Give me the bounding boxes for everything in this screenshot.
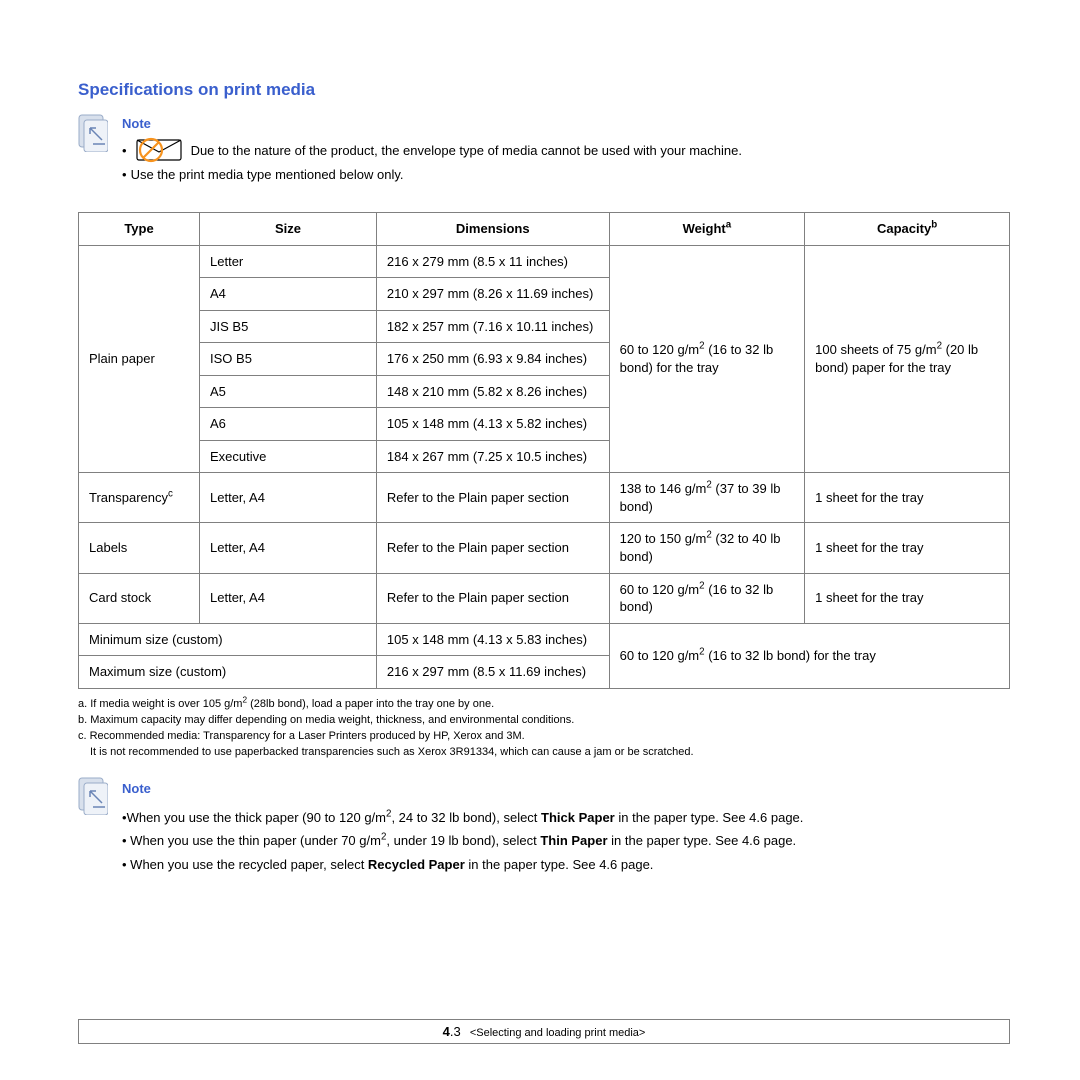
cell-type: Card stock	[79, 573, 200, 623]
cell-dim: Refer to the Plain paper section	[376, 573, 609, 623]
note-block-2: Note •When you use the thick paper (90 t…	[78, 777, 1010, 877]
cell-weight: 60 to 120 g/m2 (16 to 32 lb bond)	[609, 573, 805, 623]
th-dimensions: Dimensions	[376, 213, 609, 246]
cell-type-plain: Plain paper	[79, 245, 200, 473]
cell-weight-plain: 60 to 120 g/m2 (16 to 32 lb bond) for th…	[609, 245, 805, 473]
cell-dim: 182 x 257 mm (7.16 x 10.11 inches)	[376, 310, 609, 343]
note-body-1: Note • Due to the nature of the product,…	[122, 116, 1010, 186]
note2-line3: • When you use the recycled paper, selec…	[122, 853, 1010, 876]
cell-size: ISO B5	[200, 343, 377, 376]
cell-size: JIS B5	[200, 310, 377, 343]
cell-size: Letter, A4	[200, 473, 377, 523]
table-header-row: Type Size Dimensions Weighta Capacityb	[79, 213, 1010, 246]
footnotes: a. If media weight is over 105 g/m2 (28l…	[78, 697, 1010, 761]
cell-dim: Refer to the Plain paper section	[376, 523, 609, 573]
th-type: Type	[79, 213, 200, 246]
note1-bullet2: •Use the print media type mentioned belo…	[122, 167, 1010, 182]
spec-table: Type Size Dimensions Weighta Capacityb P…	[78, 212, 1010, 689]
note-label: Note	[122, 777, 1010, 800]
cell-dim: 148 x 210 mm (5.82 x 8.26 inches)	[376, 375, 609, 408]
note-label: Note	[122, 116, 1010, 131]
cell-dim: 210 x 297 mm (8.26 x 11.69 inches)	[376, 278, 609, 311]
note-icon	[78, 777, 108, 815]
cell-dim: Refer to the Plain paper section	[376, 473, 609, 523]
cell-max-label: Maximum size (custom)	[79, 656, 377, 689]
footnote-b: b. Maximum capacity may differ depending…	[78, 713, 1010, 729]
note-block-1: Note • Due to the nature of the product,…	[78, 116, 1010, 186]
page-heading: Specifications on print media	[78, 80, 1010, 100]
cell-size: A4	[200, 278, 377, 311]
cell-size: Letter	[200, 245, 377, 278]
table-row: Card stockLetter, A4Refer to the Plain p…	[79, 573, 1010, 623]
cell-capacity: 1 sheet for the tray	[805, 473, 1010, 523]
cell-size: Letter, A4	[200, 523, 377, 573]
cell-min-dim: 105 x 148 mm (4.13 x 5.83 inches)	[376, 623, 609, 656]
cell-size: A5	[200, 375, 377, 408]
table-row: Plain paperLetter216 x 279 mm (8.5 x 11 …	[79, 245, 1010, 278]
cell-capacity: 1 sheet for the tray	[805, 523, 1010, 573]
cell-min-label: Minimum size (custom)	[79, 623, 377, 656]
note1-bullet1: • Due to the nature of the product, the …	[122, 137, 1010, 163]
note-icon	[78, 114, 108, 152]
th-weight: Weighta	[609, 213, 805, 246]
cell-size: A6	[200, 408, 377, 441]
footnote-a: a. If media weight is over 105 g/m2 (28l…	[78, 697, 1010, 713]
table-row: LabelsLetter, A4Refer to the Plain paper…	[79, 523, 1010, 573]
cell-size: Letter, A4	[200, 573, 377, 623]
note2-line1: •When you use the thick paper (90 to 120…	[122, 806, 1010, 829]
page-footer: 4.3 <Selecting and loading print media>	[78, 1019, 1010, 1044]
cell-capacity-plain: 100 sheets of 75 g/m2 (20 lb bond) paper…	[805, 245, 1010, 473]
no-envelope-icon	[135, 137, 183, 163]
cell-custom-weight-capacity: 60 to 120 g/m2 (16 to 32 lb bond) for th…	[609, 623, 1009, 688]
cell-dim: 105 x 148 mm (4.13 x 5.82 inches)	[376, 408, 609, 441]
footnote-c2: It is not recommended to use paperbacked…	[78, 745, 1010, 761]
page-content: Specifications on print media Note •	[0, 0, 1080, 876]
cell-type: Transparencyc	[79, 473, 200, 523]
note-body-2: Note •When you use the thick paper (90 t…	[122, 777, 1010, 877]
cell-dim: 176 x 250 mm (6.93 x 9.84 inches)	[376, 343, 609, 376]
cell-weight: 138 to 146 g/m2 (37 to 39 lb bond)	[609, 473, 805, 523]
cell-dim: 184 x 267 mm (7.25 x 10.5 inches)	[376, 440, 609, 473]
cell-dim: 216 x 279 mm (8.5 x 11 inches)	[376, 245, 609, 278]
cell-type: Labels	[79, 523, 200, 573]
table-row: Minimum size (custom)105 x 148 mm (4.13 …	[79, 623, 1010, 656]
note1-text1: Due to the nature of the product, the en…	[191, 143, 742, 158]
footnote-c1: c. Recommended media: Transparency for a…	[78, 729, 1010, 745]
cell-max-dim: 216 x 297 mm (8.5 x 11.69 inches)	[376, 656, 609, 689]
table-row: TransparencycLetter, A4Refer to the Plai…	[79, 473, 1010, 523]
cell-size: Executive	[200, 440, 377, 473]
th-capacity: Capacityb	[805, 213, 1010, 246]
th-size: Size	[200, 213, 377, 246]
cell-weight: 120 to 150 g/m2 (32 to 40 lb bond)	[609, 523, 805, 573]
note1-text2: Use the print media type mentioned below…	[131, 167, 404, 182]
cell-capacity: 1 sheet for the tray	[805, 573, 1010, 623]
note2-line2: • When you use the thin paper (under 70 …	[122, 829, 1010, 852]
